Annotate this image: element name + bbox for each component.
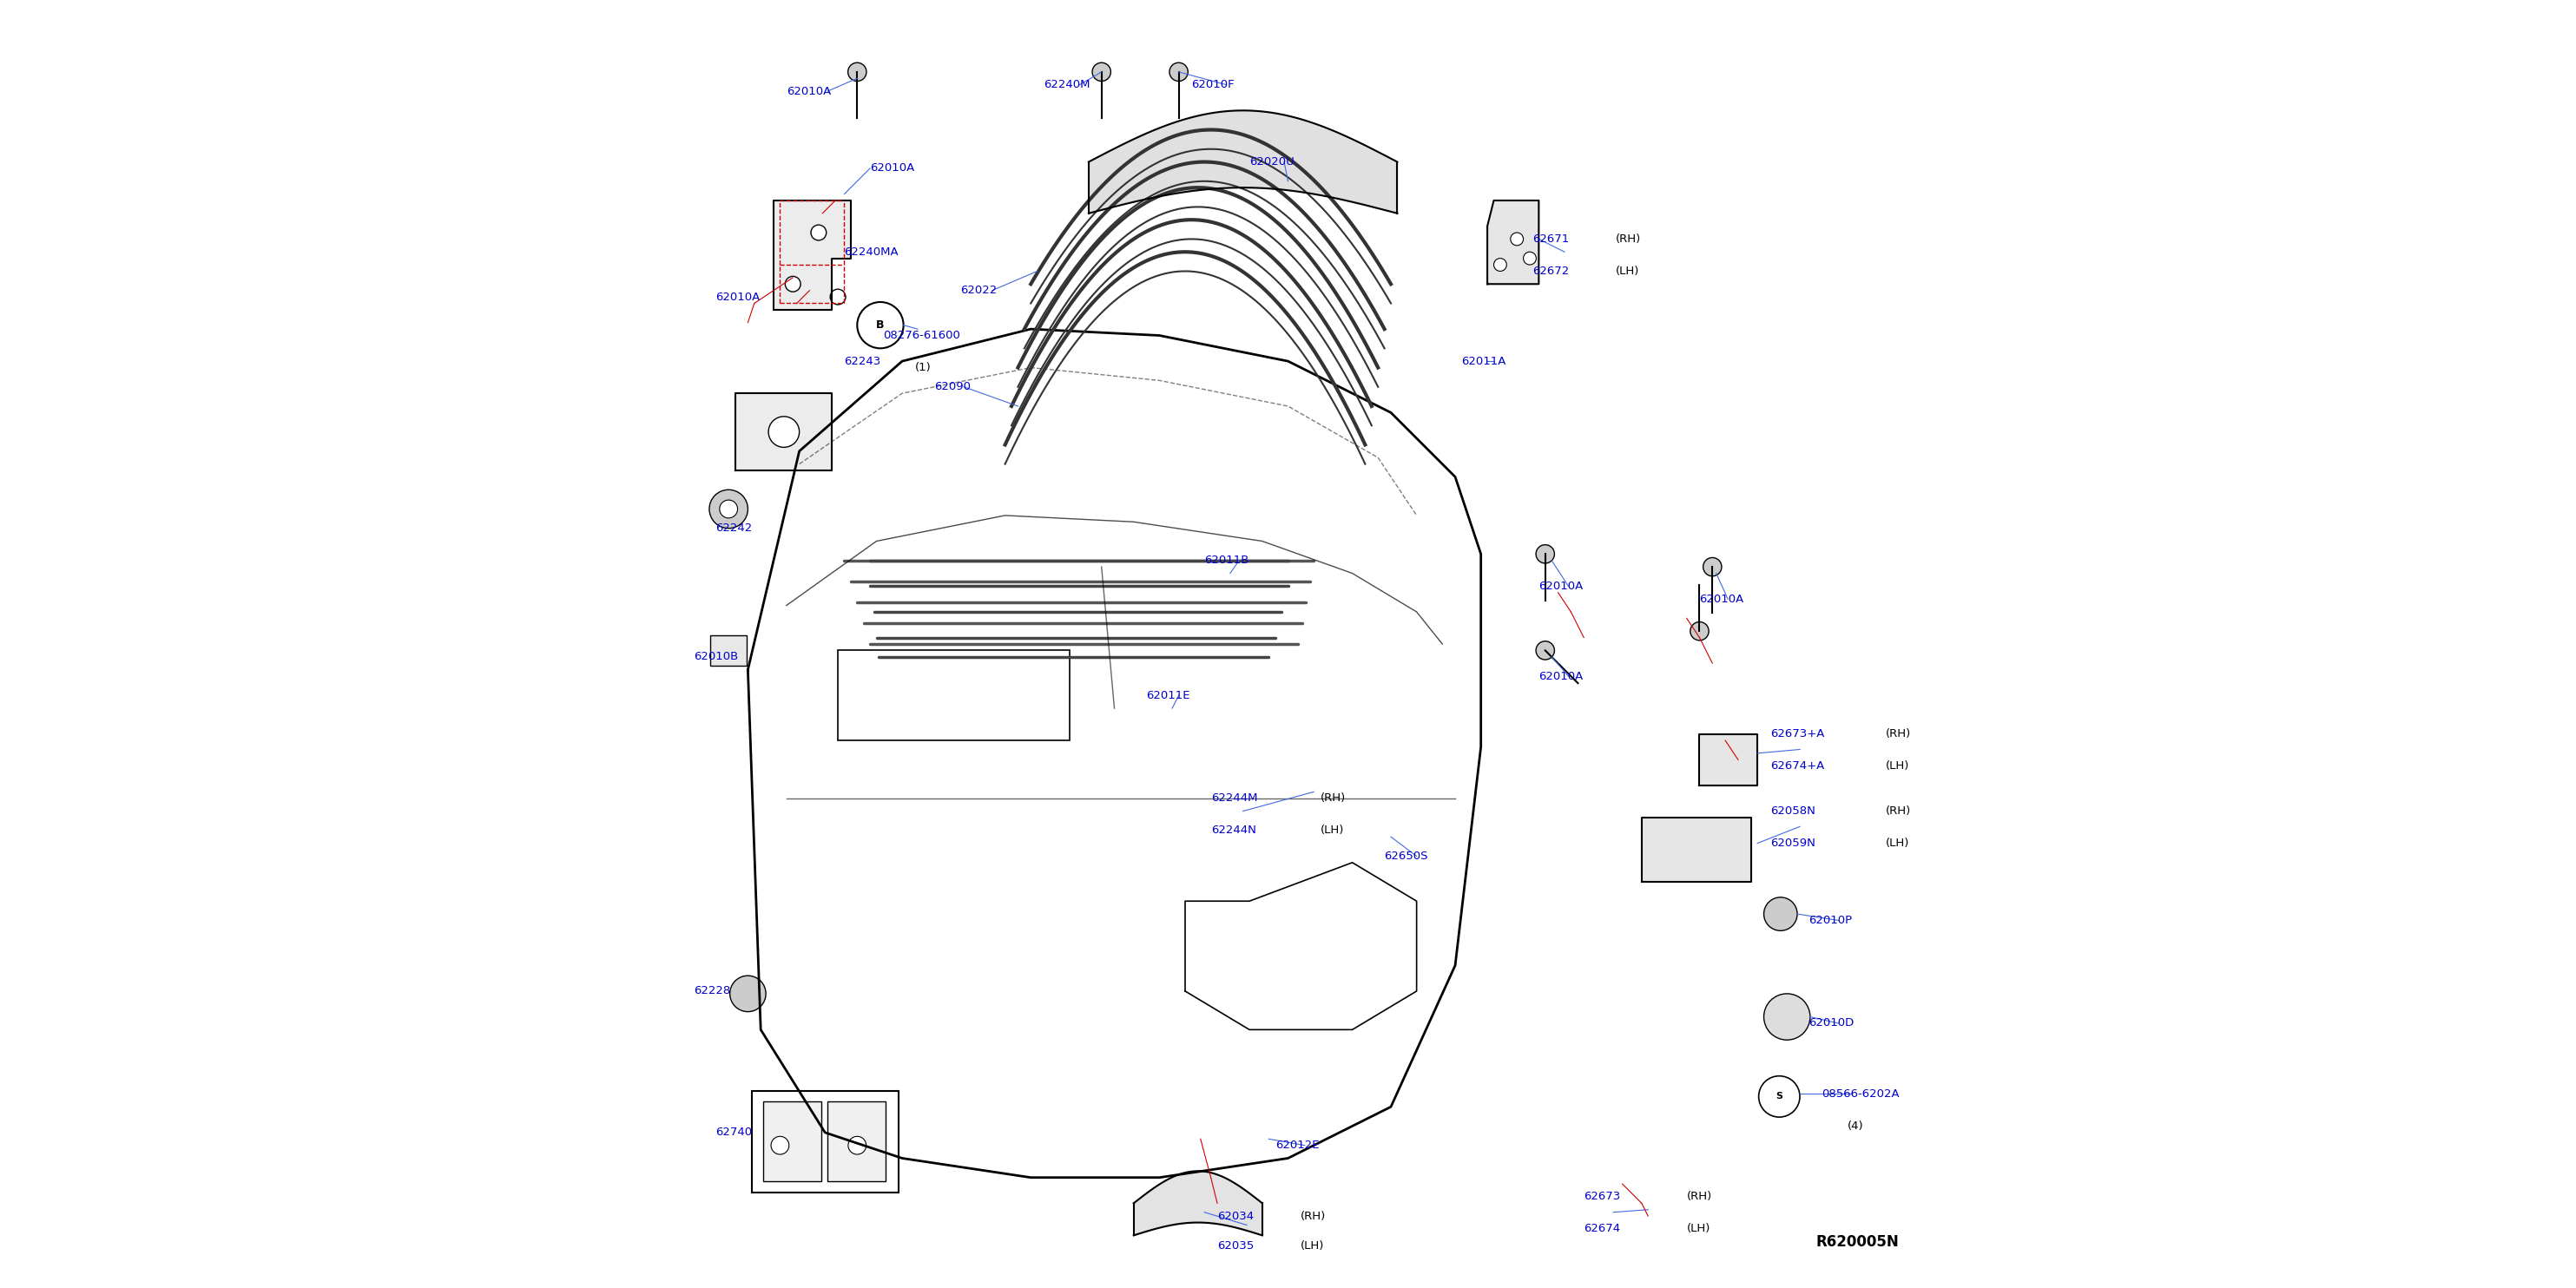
FancyBboxPatch shape bbox=[752, 1091, 899, 1193]
Polygon shape bbox=[734, 393, 832, 470]
Circle shape bbox=[848, 63, 866, 81]
Text: R620005N: R620005N bbox=[1816, 1234, 1899, 1249]
Text: 62012E: 62012E bbox=[1275, 1140, 1319, 1151]
Text: 62240MA: 62240MA bbox=[845, 246, 899, 258]
Text: 62244N: 62244N bbox=[1211, 824, 1257, 836]
Text: (LH): (LH) bbox=[1301, 1240, 1324, 1252]
Polygon shape bbox=[1641, 818, 1752, 882]
FancyBboxPatch shape bbox=[762, 1101, 822, 1181]
Circle shape bbox=[1494, 259, 1507, 272]
Text: (1): (1) bbox=[914, 362, 933, 374]
Circle shape bbox=[1092, 63, 1110, 81]
Text: (RH): (RH) bbox=[1319, 792, 1345, 804]
FancyBboxPatch shape bbox=[827, 1101, 886, 1181]
FancyBboxPatch shape bbox=[837, 650, 1069, 741]
Text: 62022: 62022 bbox=[961, 285, 997, 296]
Circle shape bbox=[1170, 63, 1188, 81]
Text: (LH): (LH) bbox=[1687, 1224, 1710, 1235]
Text: 62228: 62228 bbox=[693, 985, 732, 997]
Text: 62090: 62090 bbox=[935, 381, 971, 393]
Text: 62010D: 62010D bbox=[1808, 1018, 1855, 1029]
Circle shape bbox=[829, 290, 845, 304]
Text: B: B bbox=[876, 319, 884, 331]
Text: 62010A: 62010A bbox=[1700, 594, 1744, 604]
Circle shape bbox=[708, 489, 747, 528]
Text: (LH): (LH) bbox=[1615, 265, 1641, 277]
Text: 62010B: 62010B bbox=[693, 652, 739, 662]
Text: 62059N: 62059N bbox=[1770, 837, 1816, 849]
Circle shape bbox=[858, 301, 904, 348]
Text: (LH): (LH) bbox=[1886, 760, 1909, 772]
Text: (4): (4) bbox=[1847, 1121, 1862, 1132]
Text: 62011A: 62011A bbox=[1461, 355, 1507, 367]
Text: 62672: 62672 bbox=[1533, 265, 1569, 277]
Text: 62011E: 62011E bbox=[1146, 690, 1190, 701]
Circle shape bbox=[1510, 233, 1522, 246]
Text: (RH): (RH) bbox=[1615, 233, 1641, 245]
Text: (LH): (LH) bbox=[1886, 837, 1909, 849]
Circle shape bbox=[729, 976, 765, 1011]
FancyBboxPatch shape bbox=[711, 635, 747, 666]
Text: S: S bbox=[1775, 1092, 1783, 1101]
Circle shape bbox=[1690, 622, 1708, 640]
Circle shape bbox=[768, 416, 799, 447]
Text: 62650S: 62650S bbox=[1383, 850, 1427, 862]
Text: 62674+A: 62674+A bbox=[1770, 760, 1824, 772]
Polygon shape bbox=[773, 201, 850, 309]
Text: 62010A: 62010A bbox=[786, 85, 832, 97]
Text: 62010P: 62010P bbox=[1808, 914, 1852, 926]
Text: 62010F: 62010F bbox=[1193, 79, 1234, 90]
Text: (RH): (RH) bbox=[1687, 1191, 1713, 1203]
Text: 62020U: 62020U bbox=[1249, 156, 1293, 167]
Text: (LH): (LH) bbox=[1319, 824, 1345, 836]
Text: 62058N: 62058N bbox=[1770, 805, 1816, 817]
Circle shape bbox=[1765, 898, 1798, 931]
Circle shape bbox=[770, 1136, 788, 1154]
Text: (RH): (RH) bbox=[1886, 728, 1911, 739]
Polygon shape bbox=[1486, 201, 1538, 285]
Text: 62010A: 62010A bbox=[1538, 671, 1584, 681]
Text: 08566-6202A: 08566-6202A bbox=[1821, 1088, 1899, 1100]
Circle shape bbox=[786, 277, 801, 292]
Text: 62740: 62740 bbox=[716, 1127, 752, 1139]
Circle shape bbox=[1535, 545, 1553, 563]
Text: 62674: 62674 bbox=[1584, 1224, 1620, 1235]
Circle shape bbox=[1765, 993, 1811, 1039]
Circle shape bbox=[811, 225, 827, 241]
Polygon shape bbox=[1700, 734, 1757, 786]
Text: 62011B: 62011B bbox=[1206, 555, 1249, 567]
Text: (RH): (RH) bbox=[1886, 805, 1911, 817]
Circle shape bbox=[1522, 252, 1535, 265]
Text: 62010A: 62010A bbox=[1538, 581, 1584, 591]
Circle shape bbox=[1759, 1075, 1801, 1117]
Text: 08276-61600: 08276-61600 bbox=[884, 330, 961, 341]
Text: 62242: 62242 bbox=[716, 523, 752, 535]
Text: 62035: 62035 bbox=[1218, 1240, 1255, 1252]
Text: 62010A: 62010A bbox=[716, 291, 760, 303]
Text: 62244M: 62244M bbox=[1211, 792, 1257, 804]
Text: 62243: 62243 bbox=[845, 355, 881, 367]
Circle shape bbox=[848, 1136, 866, 1154]
Circle shape bbox=[719, 500, 737, 518]
Text: 62673: 62673 bbox=[1584, 1191, 1620, 1203]
Circle shape bbox=[1535, 641, 1553, 659]
Circle shape bbox=[1703, 558, 1721, 576]
Text: 62010A: 62010A bbox=[871, 162, 914, 174]
Text: (RH): (RH) bbox=[1301, 1211, 1327, 1222]
Text: 62240M: 62240M bbox=[1043, 79, 1090, 90]
Text: 62671: 62671 bbox=[1533, 233, 1569, 245]
Text: 62673+A: 62673+A bbox=[1770, 728, 1824, 739]
Text: 62034: 62034 bbox=[1218, 1211, 1255, 1222]
